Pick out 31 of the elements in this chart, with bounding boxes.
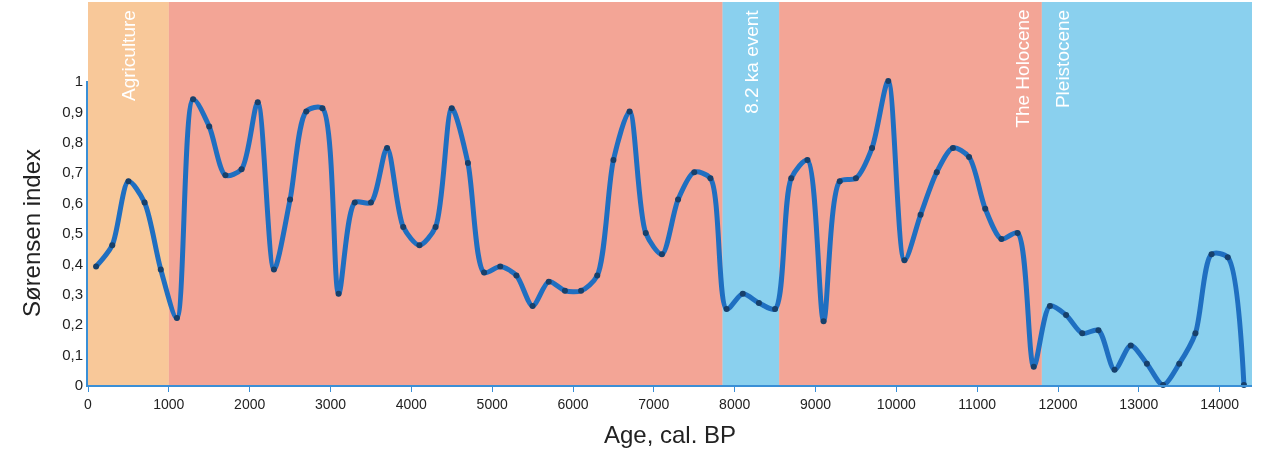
band-label: 8.2 ka event xyxy=(740,9,762,114)
y-tick-label: 0 xyxy=(74,376,83,394)
y-tick-label: 0,4 xyxy=(62,254,83,272)
y-tick-label: 0,3 xyxy=(62,285,83,303)
x-tick-label: 11000 xyxy=(958,395,997,412)
y-tick-label: 0,2 xyxy=(62,315,83,333)
y-tick-label: 0,9 xyxy=(62,102,83,120)
band-label: The Holocene xyxy=(1011,9,1033,128)
x-tick-label: 12000 xyxy=(1038,395,1078,412)
y-tick-label: 0,8 xyxy=(62,133,83,151)
y-tick-label: 0,7 xyxy=(62,163,83,181)
y-tick-label: 0,6 xyxy=(62,193,83,211)
band-label: Agriculture xyxy=(117,10,139,101)
x-tick-label: 13000 xyxy=(1119,395,1159,412)
x-tick-label: 4000 xyxy=(395,395,428,412)
y-tick-label: 0,1 xyxy=(62,345,83,363)
x-tick-label: 1000 xyxy=(153,395,185,412)
x-tick-label: 5000 xyxy=(476,395,508,412)
x-tick-label: 6000 xyxy=(557,395,589,412)
x-axis-title: Age, cal. BP xyxy=(603,420,737,448)
x-tick-label: 9000 xyxy=(799,395,832,412)
x-tick-label: 10000 xyxy=(876,395,917,412)
x-tick-label: 3000 xyxy=(314,395,347,412)
y-axis-title: Sørensen index xyxy=(17,148,45,318)
y-tick-label: 0,5 xyxy=(62,224,83,242)
y-tick-label: 1 xyxy=(74,72,83,90)
x-tick-label: 7000 xyxy=(638,395,670,412)
x-tick-label: 14000 xyxy=(1200,395,1240,412)
x-tick-label: 2000 xyxy=(234,395,266,412)
x-tick-label: 8000 xyxy=(719,395,751,412)
band-label: Pleistocene xyxy=(1052,9,1073,109)
